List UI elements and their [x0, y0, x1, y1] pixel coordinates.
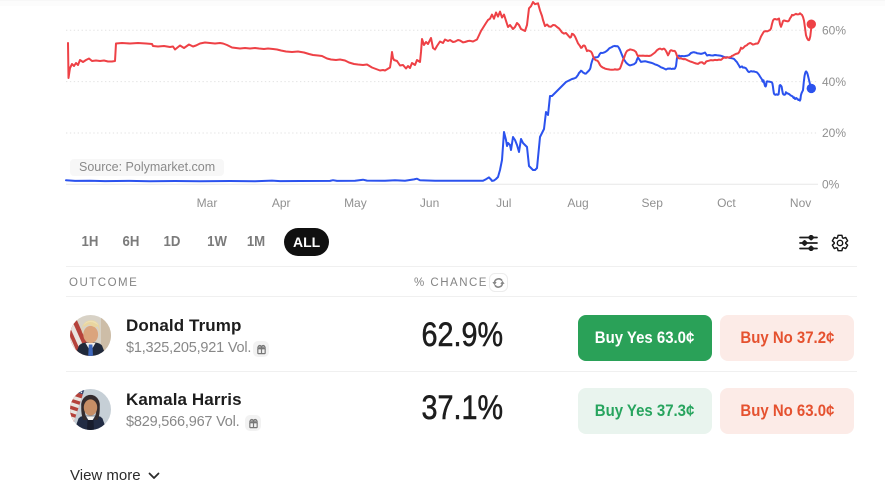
svg-text:Apr: Apr: [272, 196, 291, 210]
svg-text:0%: 0%: [822, 177, 840, 191]
svg-text:Sep: Sep: [642, 196, 664, 210]
svg-text:Nov: Nov: [790, 196, 811, 210]
svg-text:May: May: [344, 196, 367, 210]
svg-text:60%: 60%: [822, 23, 846, 37]
svg-text:20%: 20%: [822, 126, 846, 140]
svg-text:Mar: Mar: [197, 196, 218, 210]
svg-text:40%: 40%: [822, 75, 846, 89]
svg-text:Aug: Aug: [567, 196, 588, 210]
svg-text:Jun: Jun: [420, 196, 439, 210]
svg-text:Oct: Oct: [717, 196, 736, 210]
svg-text:Jul: Jul: [496, 196, 511, 210]
